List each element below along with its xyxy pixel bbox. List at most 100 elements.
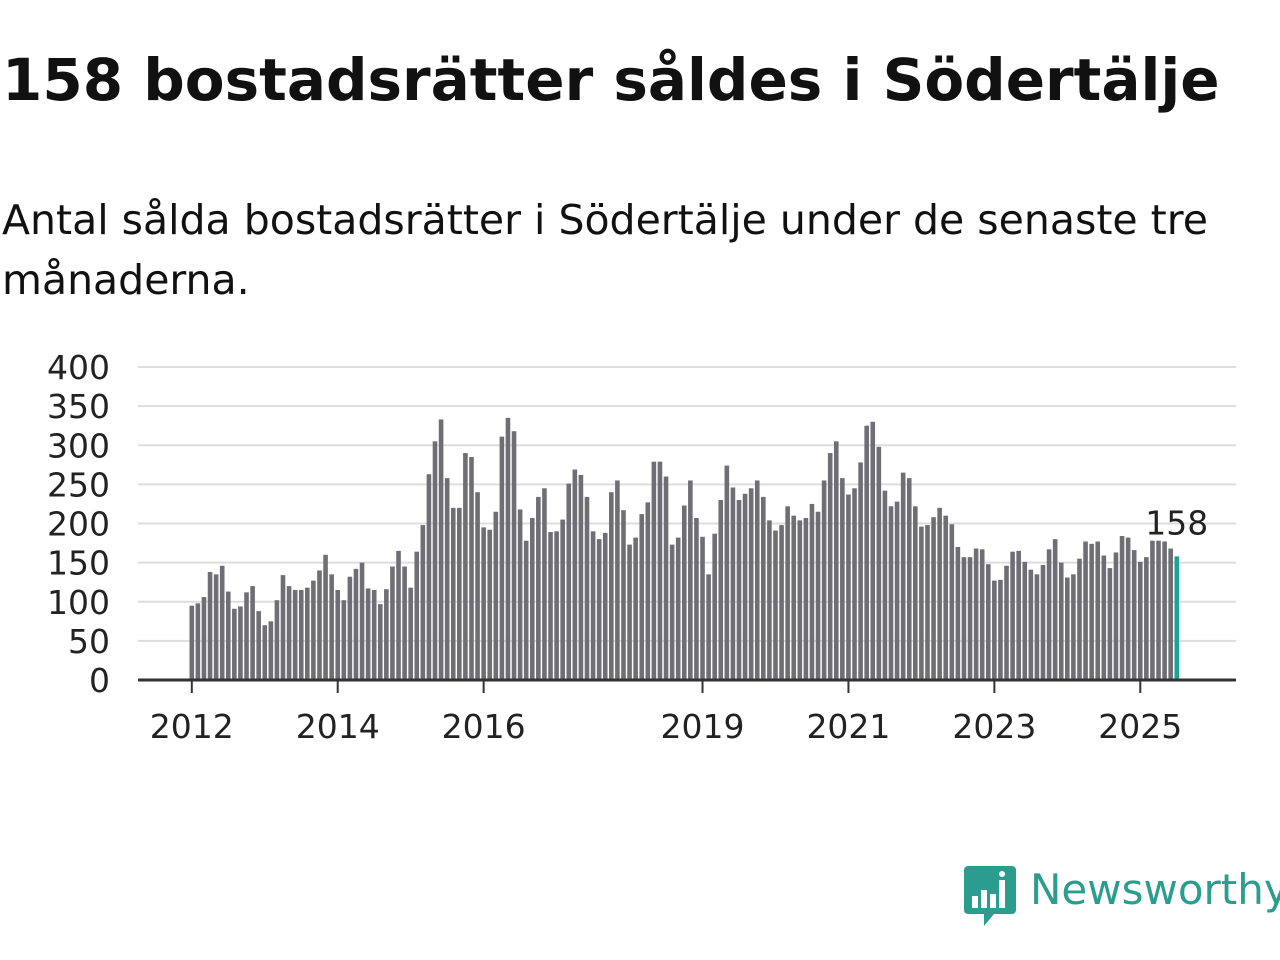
bar — [748, 488, 754, 680]
bar — [767, 520, 772, 680]
bar — [529, 518, 535, 680]
bar — [700, 536, 705, 680]
bar — [238, 606, 243, 680]
bar — [274, 600, 280, 680]
bar — [882, 490, 888, 680]
bar — [457, 507, 462, 680]
y-tick-label: 0 — [89, 661, 110, 700]
bar — [1052, 539, 1058, 680]
bar — [250, 586, 255, 680]
bar — [286, 586, 292, 680]
bar — [517, 509, 523, 680]
bar — [1083, 541, 1088, 680]
bar — [219, 565, 225, 680]
bar — [329, 574, 334, 680]
bar — [481, 527, 486, 680]
x-axis — [138, 678, 1236, 693]
bar — [189, 605, 195, 680]
bar — [207, 572, 213, 680]
bar — [718, 500, 724, 680]
y-tick-label: 50 — [68, 622, 110, 661]
bar — [937, 507, 942, 680]
bar — [1119, 536, 1125, 680]
bar — [244, 592, 249, 680]
bar — [384, 589, 389, 680]
bar — [992, 580, 997, 680]
bar — [1071, 574, 1076, 680]
x-tick-label: 2019 — [661, 707, 745, 746]
bar — [973, 548, 979, 680]
bar — [444, 478, 450, 680]
bar — [475, 492, 480, 680]
bar — [1022, 561, 1028, 680]
bar — [335, 590, 341, 680]
y-tick-label: 300 — [47, 426, 110, 465]
x-tick-label: 2012 — [150, 707, 234, 746]
annotations: 158 — [1145, 503, 1208, 542]
x-tick-label: 2016 — [442, 707, 526, 746]
bar — [450, 507, 456, 680]
bar — [292, 590, 298, 680]
bar — [298, 590, 304, 680]
bar — [1058, 562, 1064, 680]
y-tick-label: 400 — [47, 348, 110, 387]
x-tick-label: 2025 — [1098, 707, 1182, 746]
bar — [323, 554, 328, 680]
bar — [651, 461, 657, 680]
bar — [1137, 561, 1143, 680]
bar — [858, 462, 863, 680]
bar — [195, 603, 201, 680]
bar — [1065, 577, 1070, 680]
bar — [627, 544, 632, 680]
bar — [548, 532, 553, 680]
bar — [213, 574, 219, 680]
bar — [761, 496, 766, 680]
bar — [1144, 557, 1149, 680]
bar — [232, 608, 237, 680]
bar — [712, 533, 717, 680]
bars — [189, 417, 1180, 680]
bar — [536, 496, 541, 680]
bar — [432, 441, 438, 680]
bar — [1156, 540, 1161, 680]
bar — [463, 453, 468, 680]
bar — [852, 488, 857, 680]
bar — [566, 483, 572, 680]
bar — [736, 500, 742, 680]
bar — [1113, 552, 1119, 680]
bar — [1131, 550, 1137, 680]
bar — [317, 570, 322, 680]
bar — [669, 544, 675, 680]
bar — [1095, 541, 1101, 680]
bar — [1077, 558, 1082, 680]
bar — [694, 518, 699, 680]
bar — [353, 568, 359, 680]
bar — [578, 474, 584, 680]
bar — [347, 576, 353, 680]
bar — [815, 511, 821, 680]
bar — [675, 537, 681, 680]
bar — [979, 549, 985, 680]
bar — [803, 518, 809, 680]
bar — [870, 421, 876, 680]
bar — [311, 580, 316, 680]
bar — [846, 494, 851, 680]
newsworthy-logo: Newsworthy — [964, 864, 1280, 928]
bar — [262, 625, 268, 680]
bar — [1162, 541, 1167, 680]
bar — [426, 474, 432, 680]
bar — [523, 540, 529, 680]
bar — [943, 515, 949, 680]
bar — [602, 532, 608, 680]
bar — [609, 492, 614, 680]
bar — [888, 506, 894, 680]
bar — [1101, 555, 1107, 680]
bar — [894, 501, 900, 680]
bar — [773, 530, 778, 680]
bar — [955, 546, 961, 680]
newsworthy-logo-icon — [964, 866, 1016, 926]
bar — [621, 510, 626, 680]
bar — [469, 456, 474, 680]
